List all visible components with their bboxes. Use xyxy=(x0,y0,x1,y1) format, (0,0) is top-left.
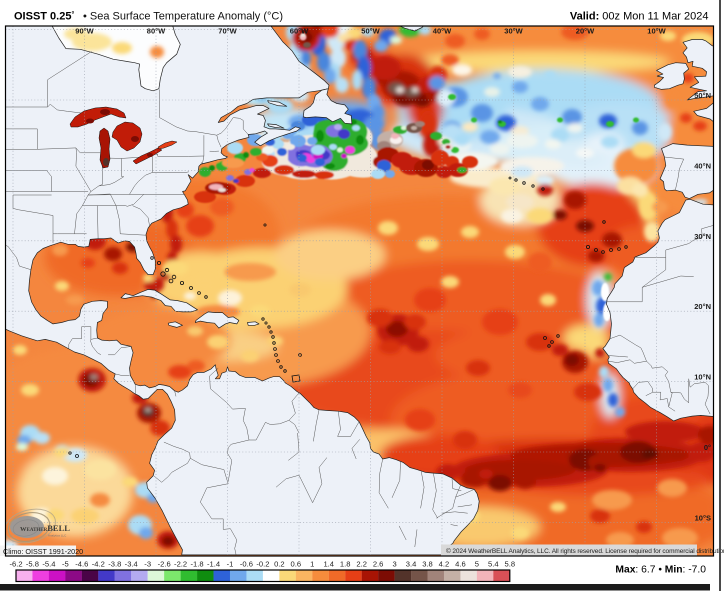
svg-text:OISST 0.25°: OISST 0.25° xyxy=(14,11,74,23)
svg-text:-1: -1 xyxy=(227,560,234,569)
svg-text:© 2024 WeatherBELL Analytics,: © 2024 WeatherBELL Analytics, LLC. All r… xyxy=(446,547,724,555)
svg-text:3.8: 3.8 xyxy=(422,560,433,569)
svg-text:Climo: OISST 1991-2020: Climo: OISST 1991-2020 xyxy=(3,547,83,556)
svg-text:• Sea Surface Temperature Anom: • Sea Surface Temperature Anomaly (°C) xyxy=(83,11,283,23)
svg-text:0.6: 0.6 xyxy=(291,560,302,569)
svg-text:60°W: 60°W xyxy=(290,27,309,36)
svg-text:3.4: 3.4 xyxy=(406,560,417,569)
svg-text:-5.4: -5.4 xyxy=(42,560,55,569)
svg-text:20°W: 20°W xyxy=(576,27,595,36)
svg-text:5.4: 5.4 xyxy=(488,560,499,569)
svg-text:30°N: 30°N xyxy=(694,232,711,241)
svg-text:30°W: 30°W xyxy=(504,27,523,36)
svg-text:10°W: 10°W xyxy=(647,27,666,36)
svg-text:1: 1 xyxy=(310,560,314,569)
svg-text:0.2: 0.2 xyxy=(274,560,285,569)
svg-text:-4.2: -4.2 xyxy=(92,560,105,569)
svg-text:1.8: 1.8 xyxy=(340,560,351,569)
svg-text:10°S: 10°S xyxy=(695,513,711,522)
svg-text:-0.2: -0.2 xyxy=(256,560,269,569)
svg-text:-1.8: -1.8 xyxy=(191,560,204,569)
svg-text:0°: 0° xyxy=(704,443,711,452)
svg-text:-2.2: -2.2 xyxy=(174,560,187,569)
svg-text:3: 3 xyxy=(392,560,396,569)
svg-text:80°W: 80°W xyxy=(147,27,166,36)
svg-text:40°N: 40°N xyxy=(694,161,711,170)
svg-text:40°W: 40°W xyxy=(433,27,452,36)
svg-text:4.6: 4.6 xyxy=(455,560,466,569)
svg-text:70°W: 70°W xyxy=(218,27,237,36)
svg-text:-5.8: -5.8 xyxy=(26,560,39,569)
svg-text:-6.2: -6.2 xyxy=(9,560,22,569)
svg-text:5.8: 5.8 xyxy=(505,560,516,569)
svg-text:4.2: 4.2 xyxy=(439,560,450,569)
svg-text:Analytics LLC: Analytics LLC xyxy=(48,534,67,538)
svg-text:-4.6: -4.6 xyxy=(75,560,88,569)
svg-text:2.6: 2.6 xyxy=(373,560,384,569)
svg-text:-3: -3 xyxy=(144,560,151,569)
svg-text:20°N: 20°N xyxy=(694,302,711,311)
svg-text:WEATHERBELL: WEATHERBELL xyxy=(20,523,70,533)
svg-text:-2.6: -2.6 xyxy=(158,560,171,569)
svg-text:-0.6: -0.6 xyxy=(240,560,253,569)
svg-text:Max: 6.7 • Min: -7.0: Max: 6.7 • Min: -7.0 xyxy=(615,565,706,576)
svg-text:-1.4: -1.4 xyxy=(207,560,220,569)
svg-text:5: 5 xyxy=(475,560,479,569)
svg-text:-5: -5 xyxy=(62,560,69,569)
svg-text:50°W: 50°W xyxy=(361,27,380,36)
svg-text:1.4: 1.4 xyxy=(323,560,334,569)
svg-text:90°W: 90°W xyxy=(75,27,94,36)
svg-text:-3.8: -3.8 xyxy=(108,560,121,569)
svg-text:10°N: 10°N xyxy=(694,373,711,382)
svg-text:Valid: 00z Mon 11 Mar 2024: Valid: 00z Mon 11 Mar 2024 xyxy=(570,11,709,23)
svg-text:50°N: 50°N xyxy=(694,91,711,100)
svg-text:2.2: 2.2 xyxy=(356,560,367,569)
svg-text:-3.4: -3.4 xyxy=(125,560,138,569)
